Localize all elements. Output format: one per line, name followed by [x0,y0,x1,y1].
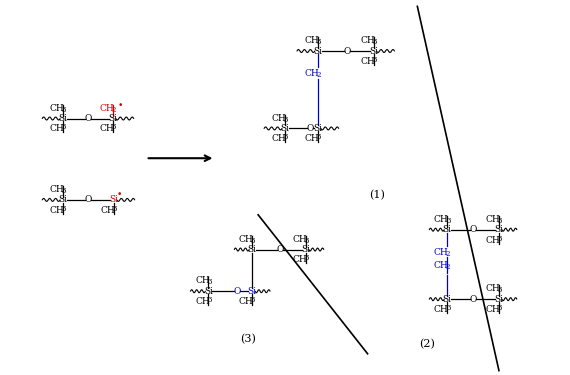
Text: 3: 3 [112,123,116,131]
Text: (3): (3) [240,334,256,344]
Text: 3: 3 [317,134,321,141]
Text: CH: CH [486,236,500,244]
Text: 3: 3 [62,106,66,114]
Text: 3: 3 [207,278,211,286]
Text: 3: 3 [446,217,450,225]
Text: 3: 3 [207,296,211,304]
Text: CH: CH [486,215,500,224]
Text: 3: 3 [498,304,502,312]
Text: Si: Si [280,124,290,133]
Text: •: • [118,100,124,109]
Text: 3: 3 [317,38,321,46]
Text: 2: 2 [316,71,321,79]
Text: CH: CH [434,215,449,224]
Text: O: O [84,195,92,204]
Text: 3: 3 [446,304,450,312]
Text: CH: CH [304,134,319,143]
Text: (1): (1) [369,190,385,200]
Text: Si: Si [314,46,323,56]
Text: 3: 3 [62,205,66,213]
Text: CH: CH [195,297,210,306]
Text: 3: 3 [372,38,377,46]
Text: O: O [469,295,477,304]
Text: CH: CH [360,36,375,45]
Text: (2): (2) [420,339,435,349]
Text: O: O [234,287,241,296]
Text: CH: CH [272,114,286,123]
Text: Si: Si [494,295,503,304]
Text: O: O [84,114,92,123]
Text: CH: CH [100,206,115,215]
Text: Si: Si [204,287,213,296]
Text: Si: Si [59,195,68,204]
Text: Si: Si [443,295,451,304]
Text: 3: 3 [498,217,502,225]
Text: 3: 3 [62,187,66,195]
Text: Si: Si [108,114,117,123]
Text: CH: CH [100,124,114,134]
Text: CH: CH [50,206,64,215]
Text: CH: CH [360,57,375,66]
Text: O: O [469,225,477,234]
Text: CH: CH [434,305,449,314]
Text: CH: CH [486,305,500,314]
Text: CH: CH [239,297,254,306]
Text: 3: 3 [251,237,255,244]
Text: 2: 2 [446,249,450,258]
Text: O: O [306,124,314,133]
Text: 2: 2 [446,263,450,272]
Text: CH: CH [50,104,64,112]
Text: 3: 3 [498,235,502,243]
Text: 3: 3 [251,296,255,304]
Text: 3: 3 [498,286,502,294]
Text: 3: 3 [113,205,117,213]
Text: Si: Si [59,114,68,123]
Text: CH: CH [292,235,307,244]
Text: CH: CH [239,235,254,244]
Text: Si: Si [369,46,378,56]
Text: CH: CH [304,69,319,78]
Text: CH: CH [50,185,64,194]
Text: Si: Si [247,287,256,296]
Text: CH: CH [304,36,319,45]
Text: 3: 3 [372,56,377,64]
Text: CH: CH [434,248,449,256]
Text: 3: 3 [305,237,309,244]
Text: CH: CH [100,104,114,112]
Text: •: • [117,190,123,200]
Text: 3: 3 [305,255,309,262]
Text: CH: CH [486,284,500,293]
Text: Si: Si [494,225,503,234]
Text: Si: Si [247,245,256,254]
Text: Si: Si [443,225,451,234]
Text: CH: CH [195,276,210,285]
Text: 3: 3 [284,116,288,123]
Text: O: O [343,46,351,56]
Text: CH: CH [272,134,286,143]
Text: CH: CH [434,261,449,270]
Text: 2: 2 [112,106,116,114]
Text: 3: 3 [284,134,288,141]
Text: O: O [276,245,284,254]
Text: Si: Si [314,124,323,133]
Text: CH: CH [292,255,307,264]
Text: 3: 3 [62,123,66,131]
Text: CH: CH [50,124,64,134]
Text: Si: Si [109,195,119,204]
Text: Si: Si [302,245,311,254]
